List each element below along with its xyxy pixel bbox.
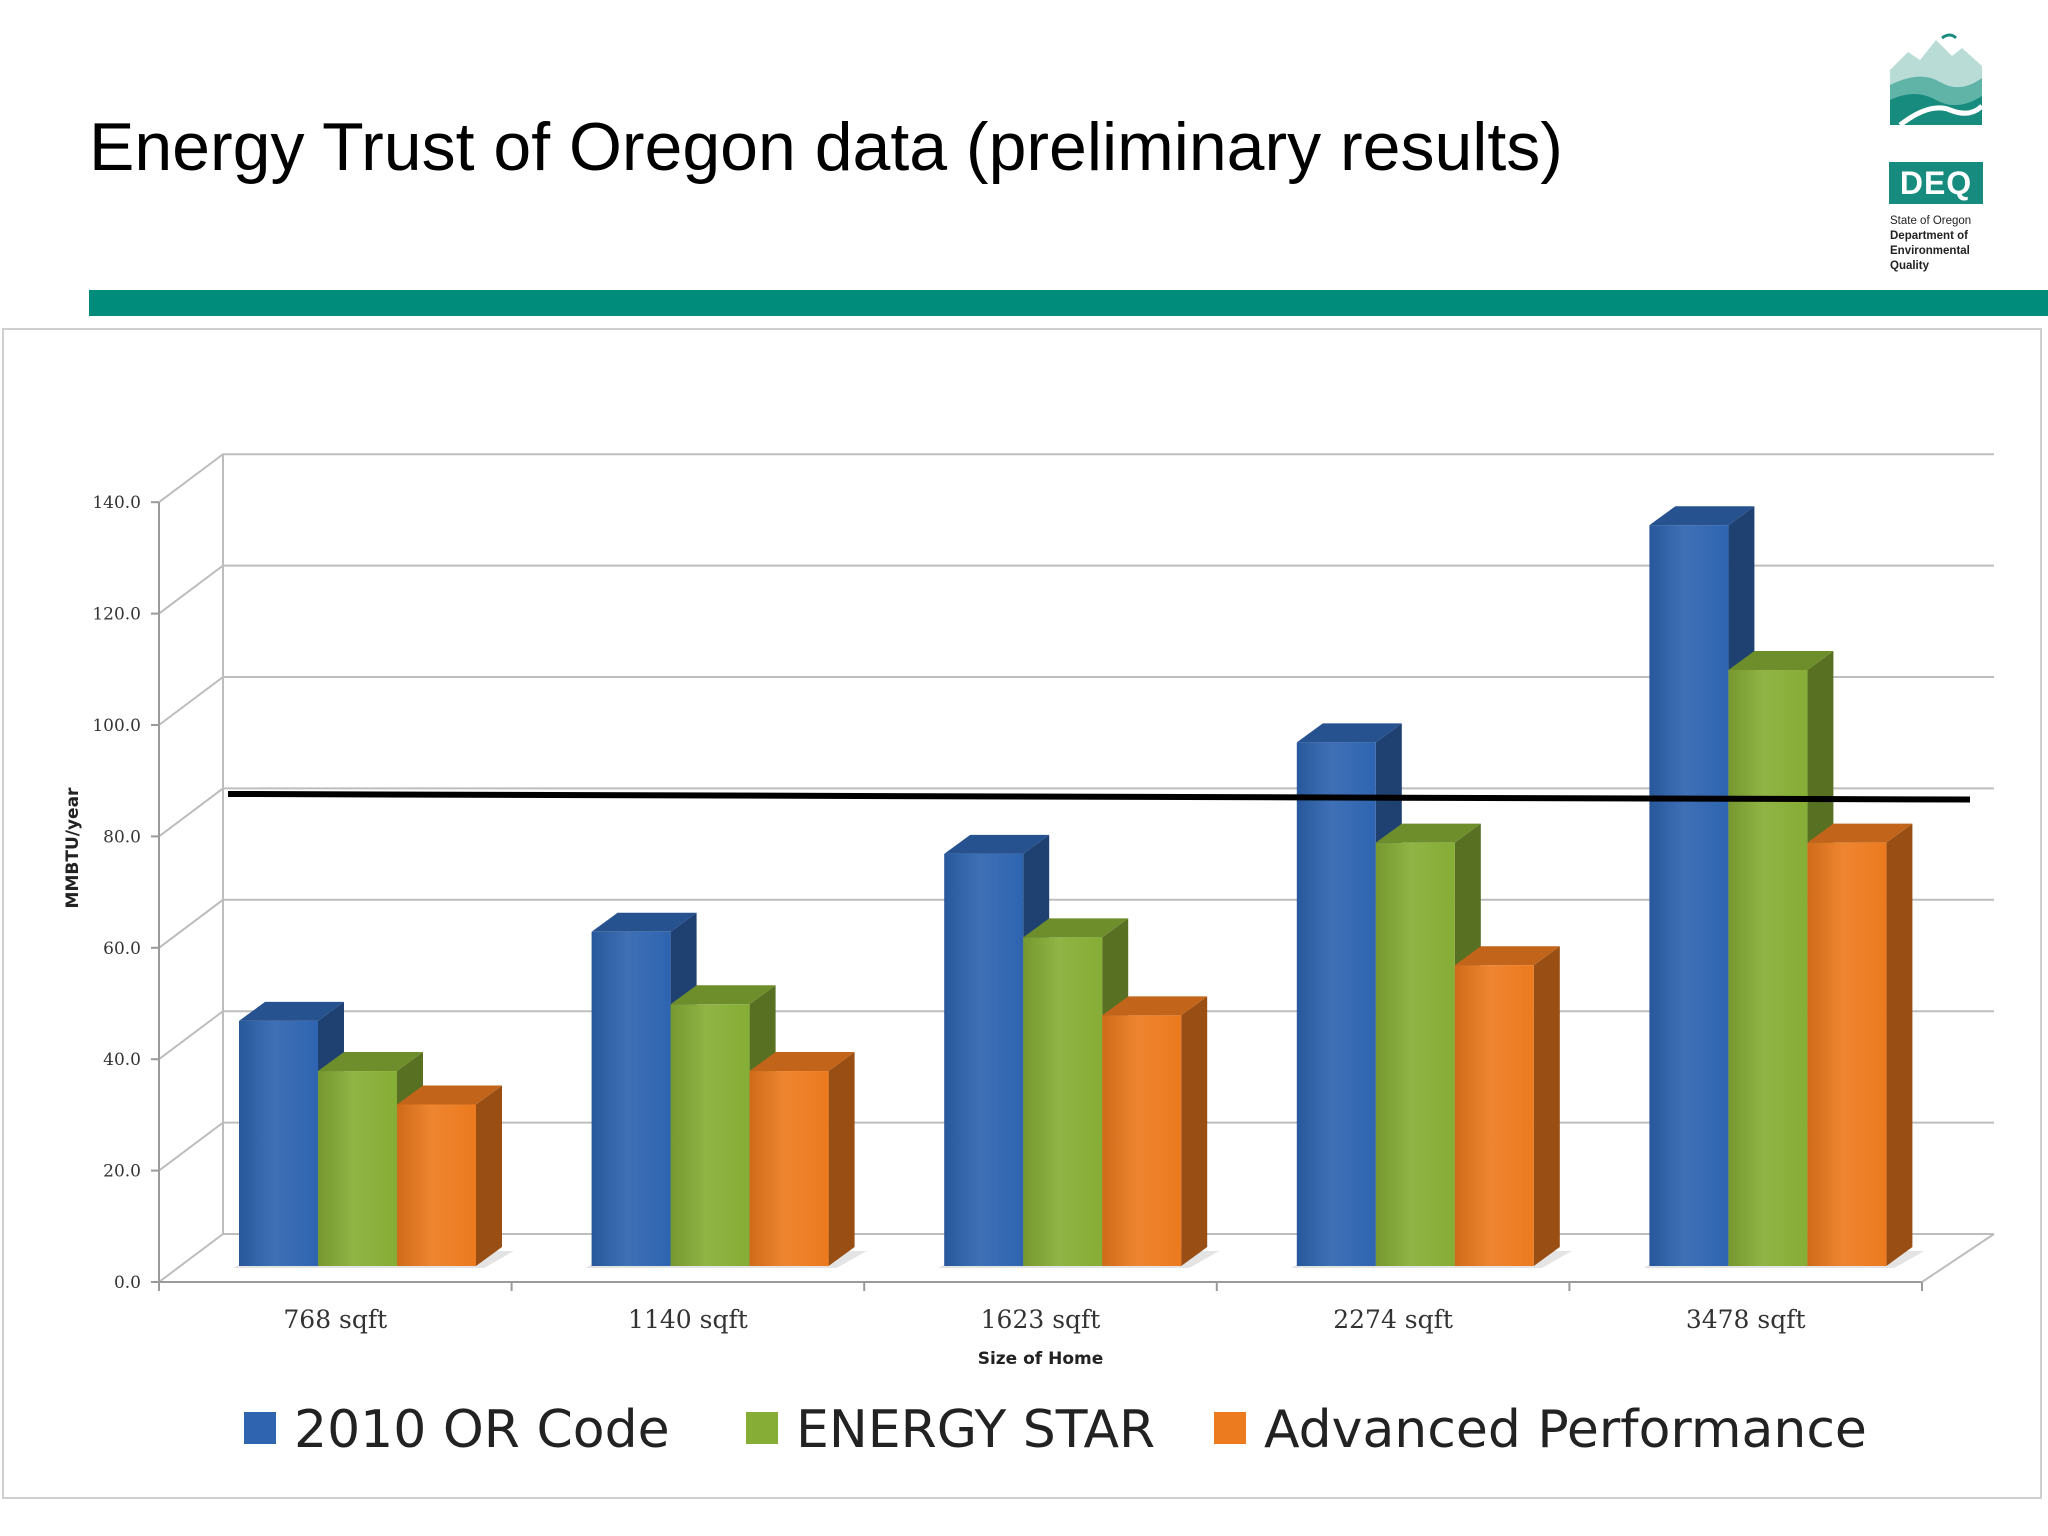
bar xyxy=(1023,937,1103,1266)
bar-top xyxy=(749,1052,855,1072)
accent-bar xyxy=(89,290,2048,316)
category-label: 3478 sqft xyxy=(1686,1305,1806,1334)
bar-side xyxy=(1886,823,1913,1266)
bar-chart: 0.0 20.0 40.0 60.0 80.0 100.0 120.0 140.0 768 sq… xyxy=(63,453,1995,1460)
bar xyxy=(1807,842,1887,1266)
y-tick-label: 140.0 xyxy=(92,493,141,513)
bar-top xyxy=(1728,651,1834,671)
y-tick-label: 120.0 xyxy=(92,605,141,625)
bar xyxy=(1296,742,1376,1266)
chart-frame: 0.0 20.0 40.0 60.0 80.0 100.0 120.0 140.0 768 sq… xyxy=(2,328,2042,1499)
landscape-icon xyxy=(1890,33,1982,125)
gridline xyxy=(158,453,1994,503)
reference-line xyxy=(227,790,1971,803)
y-axis-title: MMBTU/year xyxy=(63,787,83,908)
legend-label: ENERGY STAR xyxy=(796,1400,1155,1460)
grid-layer xyxy=(151,453,1995,1291)
y-tick-label: 20.0 xyxy=(103,1162,141,1182)
x-axis-title: Size of Home xyxy=(978,1349,1104,1369)
deq-logo: DEQ State of Oregon Department of Enviro… xyxy=(1886,30,1986,272)
bar-top xyxy=(1023,918,1129,938)
y-tick-label: 100.0 xyxy=(92,716,141,736)
logo-line-2: Department of xyxy=(1890,230,1968,242)
bar xyxy=(1102,1015,1182,1266)
floor-right-edge xyxy=(1921,1233,1995,1283)
bar-top xyxy=(1102,996,1208,1016)
label-layer: 0.0 20.0 40.0 60.0 80.0 100.0 120.0 140.0 768 sq… xyxy=(63,493,1806,1369)
bar-top xyxy=(944,834,1050,854)
legend-swatch xyxy=(244,1412,276,1444)
slide-title: Energy Trust of Oregon data (preliminary… xyxy=(89,109,1563,185)
category-label: 768 sqft xyxy=(283,1305,387,1334)
bar-side xyxy=(476,1085,502,1266)
y-tick-label: 60.0 xyxy=(103,939,141,959)
legend-label: 2010 OR Code xyxy=(294,1400,670,1460)
bar xyxy=(1728,670,1808,1266)
category-label: 1623 sqft xyxy=(981,1305,1101,1334)
logo-badge: DEQ xyxy=(1889,162,1983,204)
bar xyxy=(670,1004,750,1266)
bar-top xyxy=(1296,723,1402,743)
bar-top xyxy=(318,1052,423,1072)
legend-swatch xyxy=(1214,1412,1246,1444)
bar-top xyxy=(1807,823,1913,843)
bar xyxy=(1649,525,1729,1266)
bar xyxy=(318,1071,397,1266)
bar xyxy=(749,1071,829,1266)
y-tick-label: 40.0 xyxy=(103,1050,141,1070)
bar-top xyxy=(670,985,776,1005)
bar xyxy=(397,1104,476,1266)
bar xyxy=(1375,842,1455,1266)
legend-label: Advanced Performance xyxy=(1264,1400,1867,1460)
logo-line-4: Quality xyxy=(1890,260,1929,272)
bar-top xyxy=(591,912,697,932)
bar-side xyxy=(1533,946,1560,1266)
legend-swatch xyxy=(746,1412,778,1444)
bar-top xyxy=(239,1001,344,1021)
logo-line-3: Environmental xyxy=(1890,245,1970,257)
reference-line-layer xyxy=(227,790,1971,803)
bar-layer xyxy=(239,506,1913,1266)
bar xyxy=(1454,965,1534,1266)
bar-top xyxy=(1649,506,1755,526)
bar-side xyxy=(828,1052,855,1266)
category-label: 2274 sqft xyxy=(1333,1305,1453,1334)
bar xyxy=(944,853,1024,1266)
bar xyxy=(591,931,671,1266)
bar-top xyxy=(1454,946,1560,966)
category-label: 1140 sqft xyxy=(628,1305,748,1334)
bar xyxy=(239,1020,318,1266)
legend-layer: 2010 OR Code ENERGY STAR Advanced Performa… xyxy=(244,1400,1867,1460)
bar-top xyxy=(397,1085,502,1105)
y-tick-label: 0.0 xyxy=(114,1273,141,1293)
y-tick-label: 80.0 xyxy=(103,827,141,847)
logo-text: State of Oregon Department of Environmen… xyxy=(1890,214,2000,274)
bar-top xyxy=(1375,823,1481,843)
logo-line-1: State of Oregon xyxy=(1890,215,1972,227)
bar-side xyxy=(1181,996,1208,1266)
